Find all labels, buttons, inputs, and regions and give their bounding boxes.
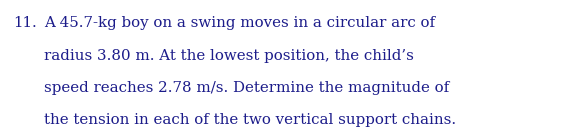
Text: speed reaches 2.78 m/s. Determine the magnitude of: speed reaches 2.78 m/s. Determine the ma…	[44, 81, 449, 95]
Text: radius 3.80 m. At the lowest position, the child’s: radius 3.80 m. At the lowest position, t…	[44, 49, 414, 63]
Text: A 45.7-kg boy on a swing moves in a circular arc of: A 45.7-kg boy on a swing moves in a circ…	[44, 16, 435, 30]
Text: 11.: 11.	[13, 16, 37, 30]
Text: the tension in each of the two vertical support chains.: the tension in each of the two vertical …	[44, 113, 456, 127]
